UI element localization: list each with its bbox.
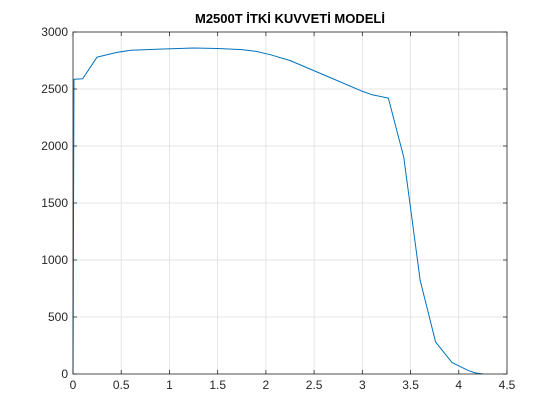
x-tick-label: 0.5 [113,378,130,392]
x-tick-label: 0 [70,378,77,392]
x-tick-label: 1.5 [209,378,226,392]
x-tick-label: 4 [455,378,462,392]
x-tick-label: 2 [263,378,270,392]
y-tick-label: 2500 [41,82,68,96]
series-layer [72,47,483,375]
x-tick-label: 4.5 [499,378,516,392]
x-tick-label: 2.5 [306,378,323,392]
x-tick-label: 1 [166,378,173,392]
y-tick-label: 1500 [41,196,68,210]
y-tick-label: 0 [61,367,68,381]
x-tick-label: 3.5 [402,378,419,392]
y-tick-label: 3000 [41,25,68,39]
x-tick-label: 3 [359,378,366,392]
chart-title: M2500T İTKİ KUVVETİ MODELİ [195,11,385,26]
y-tick-label: 1000 [41,253,68,267]
tick-labels: 0 0.5 1 1.5 2 2.5 3 3.5 4 4.5 0 500 1000 1500 2000 2500… [41,25,515,392]
y-tick-label: 500 [48,310,68,324]
ticks [72,31,508,375]
series-line [72,47,483,375]
y-tick-label: 2000 [41,139,68,153]
